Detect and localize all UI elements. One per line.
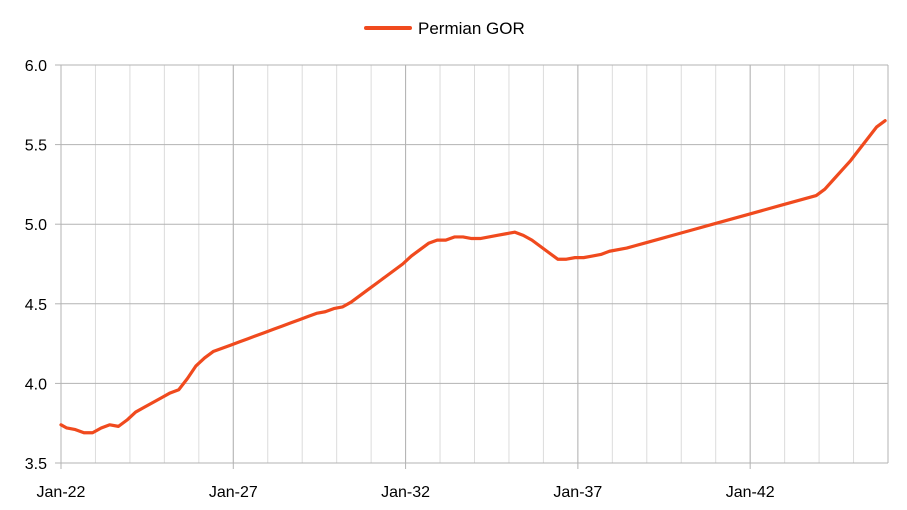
series-line-permian-gor <box>59 119 887 435</box>
x-tick-label: Jan-37 <box>553 484 602 501</box>
y-axis-tick-labels: 3.5 4.0 4.5 5.0 5.5 6.0 <box>25 58 47 473</box>
x-tick-label: Jan-22 <box>37 484 86 501</box>
legend: Permian GOR <box>364 19 525 38</box>
axis-ticks <box>55 64 751 469</box>
series-layer <box>59 119 887 435</box>
x-tick-label: Jan-32 <box>381 484 430 501</box>
minor-gridlines <box>60 65 889 463</box>
y-tick-label: 3.5 <box>25 456 47 473</box>
y-tick-label: 6.0 <box>25 58 47 75</box>
y-tick-label: 5.0 <box>25 217 47 234</box>
y-tick-label: 4.5 <box>25 297 47 314</box>
legend-label-permian-gor: Permian GOR <box>418 19 525 38</box>
y-tick-label: 5.5 <box>25 138 47 155</box>
x-axis-tick-labels: Jan-22 Jan-27 Jan-32 Jan-37 Jan-42 <box>37 484 775 501</box>
x-tick-label: Jan-42 <box>726 484 775 501</box>
x-tick-label: Jan-27 <box>209 484 258 501</box>
y-tick-label: 4.0 <box>25 376 47 393</box>
